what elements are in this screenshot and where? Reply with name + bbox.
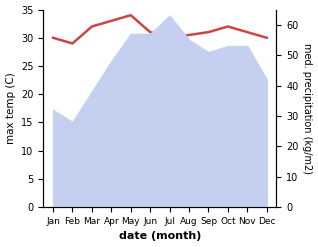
- Y-axis label: max temp (C): max temp (C): [5, 72, 16, 144]
- Y-axis label: med. precipitation (kg/m2): med. precipitation (kg/m2): [302, 43, 313, 174]
- X-axis label: date (month): date (month): [119, 231, 201, 242]
